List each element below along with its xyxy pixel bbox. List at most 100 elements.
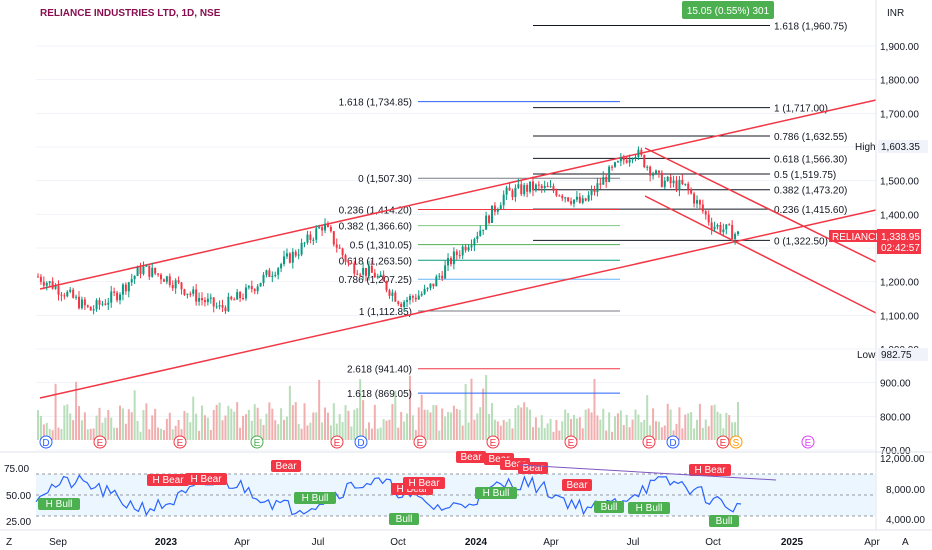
volume-bar [113, 427, 116, 440]
volume-bar [253, 404, 256, 440]
time-tick-label: 2023 [155, 537, 178, 548]
volume-bar [42, 424, 45, 440]
volume-bar [587, 408, 590, 440]
currency-label[interactable]: INR [887, 8, 904, 19]
candle-body [359, 274, 362, 276]
log-scale-icon[interactable]: Z [6, 537, 12, 548]
candle-body [719, 224, 722, 233]
volume-bar [403, 421, 406, 440]
candle-body [406, 300, 409, 302]
candle-body [420, 293, 423, 296]
candle-body [534, 184, 537, 191]
volume-bar [543, 428, 546, 440]
volume-bar [719, 413, 722, 440]
candle-body [479, 230, 482, 237]
volume-bar [731, 422, 734, 440]
candle-body [455, 251, 458, 256]
volume-bar [57, 427, 60, 440]
candle-body [657, 170, 660, 173]
candle-body [78, 296, 81, 309]
volume-bar [259, 418, 262, 440]
volume-bar [482, 388, 485, 440]
candle-body [602, 177, 605, 185]
candle-body [496, 209, 499, 212]
volume-bar [546, 423, 549, 440]
divergence-tag-text: H Bull [302, 493, 329, 504]
divergence-tag-text: Bear [566, 480, 588, 491]
candle-body [256, 286, 259, 292]
volume-bar [640, 422, 643, 440]
candle-body [561, 195, 564, 199]
candle-body [634, 156, 637, 159]
volume-bar [303, 403, 306, 440]
volume-bar [555, 419, 558, 440]
time-axis[interactable]: Sep 2023 Apr Jul Oct 2024 Apr Jul Oct 2025 Apr [49, 537, 880, 548]
candle-body [593, 189, 596, 193]
volume-bar [596, 415, 599, 440]
candle-body [505, 187, 508, 195]
candle-body [716, 224, 719, 227]
event-marker-text: E [805, 438, 812, 449]
divergence-tag-text: Bear [504, 459, 526, 470]
candle-body [622, 157, 625, 161]
candle-body [48, 281, 51, 283]
volume-bar [367, 422, 370, 440]
candle-body [230, 296, 233, 300]
candle-body [239, 292, 242, 299]
candle-body [83, 299, 86, 306]
volume-bar [332, 403, 335, 440]
volume-bar [666, 403, 669, 440]
candle-body [698, 200, 701, 205]
fib-right-label: 0.618 (1,566.30) [774, 154, 847, 165]
volume-bar [698, 403, 701, 440]
volume-bar [142, 410, 145, 440]
candle-body [221, 305, 224, 308]
candle-body [274, 274, 277, 276]
divergence-tag-text: H Bull [483, 488, 510, 499]
event-marker-text: E [646, 438, 653, 449]
candle-body [704, 211, 707, 215]
volume-bar [215, 404, 218, 440]
candle-body [271, 275, 274, 277]
candle-body [198, 298, 201, 302]
volume-bar [195, 413, 198, 440]
volume-bar [540, 415, 543, 440]
volume-bar [490, 403, 493, 440]
volume-bar [244, 414, 247, 440]
candle-body [476, 236, 479, 240]
candle-body [452, 251, 455, 265]
candle-body [376, 275, 379, 278]
volume-bar [432, 405, 435, 440]
volume-bar [262, 424, 265, 440]
volume-bar [657, 421, 660, 440]
candle-body [417, 295, 420, 300]
event-marker-icon [716, 435, 730, 449]
candle-body [288, 253, 291, 263]
candle-body [113, 291, 116, 293]
volume-bar [654, 421, 657, 440]
candle-body [160, 274, 163, 280]
volume-bar [145, 403, 148, 440]
fib-right-label: 0.236 (1,415.60) [774, 205, 847, 216]
volume-bar [734, 422, 737, 440]
volume-bar [643, 419, 646, 440]
channel-line [39, 99, 877, 290]
candle-body [119, 294, 122, 301]
event-marker-icon [486, 435, 500, 449]
volume-bar [291, 405, 294, 440]
low-value: 982.75 [881, 350, 912, 361]
event-marker-icon [173, 435, 187, 449]
auto-scale-icon[interactable]: A [902, 537, 909, 548]
volume-bar [350, 426, 353, 440]
volume-bar [271, 408, 274, 440]
candle-body [259, 282, 262, 287]
divergence-tag-text: Bear [275, 461, 297, 472]
fib-right-label: 0.5 (1,519.75) [774, 170, 836, 181]
volume-bar [634, 409, 637, 440]
candle-body [616, 161, 619, 163]
candle-body [613, 162, 616, 167]
volume-bar [529, 409, 532, 440]
volume-bar [737, 402, 739, 440]
